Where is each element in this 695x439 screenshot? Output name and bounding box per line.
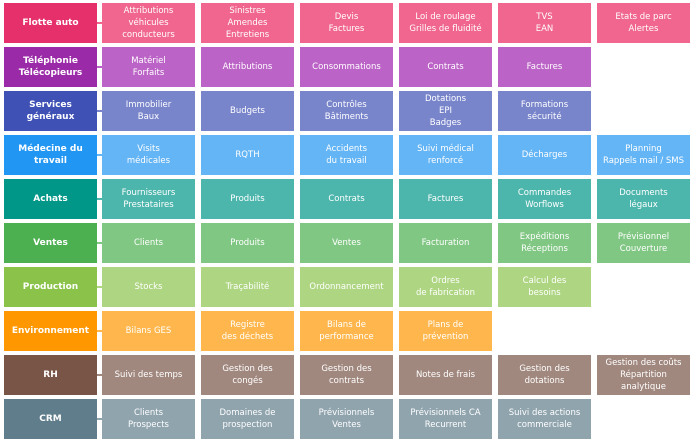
feature-box: Immobilier Baux bbox=[102, 91, 195, 131]
feature-box: Gestion des contrats bbox=[300, 355, 393, 395]
feature-box: Devis Factures bbox=[300, 3, 393, 43]
feature-box: Contrôles Bâtiments bbox=[300, 91, 393, 131]
category-label: Achats bbox=[4, 179, 97, 219]
feature-box: Gestion des congés bbox=[201, 355, 294, 395]
row-connector bbox=[97, 374, 102, 376]
feature-box: Planning Rappels mail / SMS bbox=[597, 135, 690, 175]
feature-box: Attributions bbox=[201, 47, 294, 87]
feature-box: Gestion des dotations bbox=[498, 355, 591, 395]
feature-box: Loi de roulage Grilles de fluidité bbox=[399, 3, 492, 43]
row-connector bbox=[97, 154, 102, 156]
module-row: Flotte auto Attributions véhicules conduc… bbox=[0, 3, 695, 43]
row-connector bbox=[97, 66, 102, 68]
category-label: Ventes bbox=[4, 223, 97, 263]
feature-box: Notes de frais bbox=[399, 355, 492, 395]
module-row: Médecine du travail Visits médicales RQTH A… bbox=[0, 135, 695, 175]
category-label: Flotte auto bbox=[4, 3, 97, 43]
module-row: CRM Clients Prospects Domaines de prospect… bbox=[0, 399, 695, 439]
feature-box: Contrats bbox=[300, 179, 393, 219]
feature-box: Commandes Worflows bbox=[498, 179, 591, 219]
feature-box: Factures bbox=[399, 179, 492, 219]
feature-box: Etats de parc Alertes bbox=[597, 3, 690, 43]
feature-box: Matériel Forfaits bbox=[102, 47, 195, 87]
feature-box: Suivi des temps bbox=[102, 355, 195, 395]
feature-box: Domaines de prospection bbox=[201, 399, 294, 439]
feature-box: Ventes bbox=[300, 223, 393, 263]
module-row: Production Stocks Traçabilité Ordonnancemen… bbox=[0, 267, 695, 307]
feature-box: Documents légaux bbox=[597, 179, 690, 219]
category-label: CRM bbox=[4, 399, 97, 439]
module-row: Services généraux Immobilier Baux Budgets C… bbox=[0, 91, 695, 131]
feature-box: Décharges bbox=[498, 135, 591, 175]
category-label: RH bbox=[4, 355, 97, 395]
row-connector bbox=[97, 418, 102, 420]
feature-box: Stocks bbox=[102, 267, 195, 307]
feature-box: Clients Prospects bbox=[102, 399, 195, 439]
feature-box: Expéditions Réceptions bbox=[498, 223, 591, 263]
feature-box: Plans de prévention bbox=[399, 311, 492, 351]
feature-box: Registre des déchets bbox=[201, 311, 294, 351]
feature-box: Formations sécurité bbox=[498, 91, 591, 131]
module-row: Achats Fournisseurs Prestataires Produits C… bbox=[0, 179, 695, 219]
feature-box: Prévisionnels CA Recurrent bbox=[399, 399, 492, 439]
feature-box: Fournisseurs Prestataires bbox=[102, 179, 195, 219]
category-label: Services généraux bbox=[4, 91, 97, 131]
feature-box: RQTH bbox=[201, 135, 294, 175]
feature-box: Facturation bbox=[399, 223, 492, 263]
module-row: Téléphonie Télécopieurs Matériel Forfaits… bbox=[0, 47, 695, 87]
feature-box: Clients bbox=[102, 223, 195, 263]
feature-box: Dotations EPI Badges bbox=[399, 91, 492, 131]
category-label: Production bbox=[4, 267, 97, 307]
feature-box: Produits bbox=[201, 179, 294, 219]
module-row: RH Suivi des temps Gestion des congés Gesti… bbox=[0, 355, 695, 395]
feature-box: Gestion des coûts Répartition analytique bbox=[597, 355, 690, 395]
row-connector bbox=[97, 22, 102, 24]
feature-box: Suivi médical renforcé bbox=[399, 135, 492, 175]
feature-box: Consommations bbox=[300, 47, 393, 87]
feature-box: Suivi des actions commerciale bbox=[498, 399, 591, 439]
feature-box: Accidents du travail bbox=[300, 135, 393, 175]
feature-box: Prévisionnel Couverture bbox=[597, 223, 690, 263]
feature-box: Produits bbox=[201, 223, 294, 263]
feature-box: Calcul des besoins bbox=[498, 267, 591, 307]
feature-box: Ordres de fabrication bbox=[399, 267, 492, 307]
row-connector bbox=[97, 286, 102, 288]
module-row: Ventes Clients Produits Ventes Facturation Ex… bbox=[0, 223, 695, 263]
feature-box: Traçabilité bbox=[201, 267, 294, 307]
row-connector bbox=[97, 198, 102, 200]
feature-box: Bilans de performance bbox=[300, 311, 393, 351]
feature-box: Ordonnancement bbox=[300, 267, 393, 307]
feature-box: Attributions véhicules conducteurs bbox=[102, 3, 195, 43]
feature-box: Sinistres Amendes Entretiens bbox=[201, 3, 294, 43]
category-label: Médecine du travail bbox=[4, 135, 97, 175]
feature-box: Contrats bbox=[399, 47, 492, 87]
feature-box: Factures bbox=[498, 47, 591, 87]
feature-box: Bilans GES bbox=[102, 311, 195, 351]
row-connector bbox=[97, 242, 102, 244]
feature-box: TVS EAN bbox=[498, 3, 591, 43]
module-row: Environnement Bilans GES Registre des déch… bbox=[0, 311, 695, 351]
category-label: Environnement bbox=[4, 311, 97, 351]
row-connector bbox=[97, 110, 102, 112]
feature-box: Visits médicales bbox=[102, 135, 195, 175]
feature-box: Budgets bbox=[201, 91, 294, 131]
row-connector bbox=[97, 330, 102, 332]
feature-box: Prévisionnels Ventes bbox=[300, 399, 393, 439]
category-label: Téléphonie Télécopieurs bbox=[4, 47, 97, 87]
